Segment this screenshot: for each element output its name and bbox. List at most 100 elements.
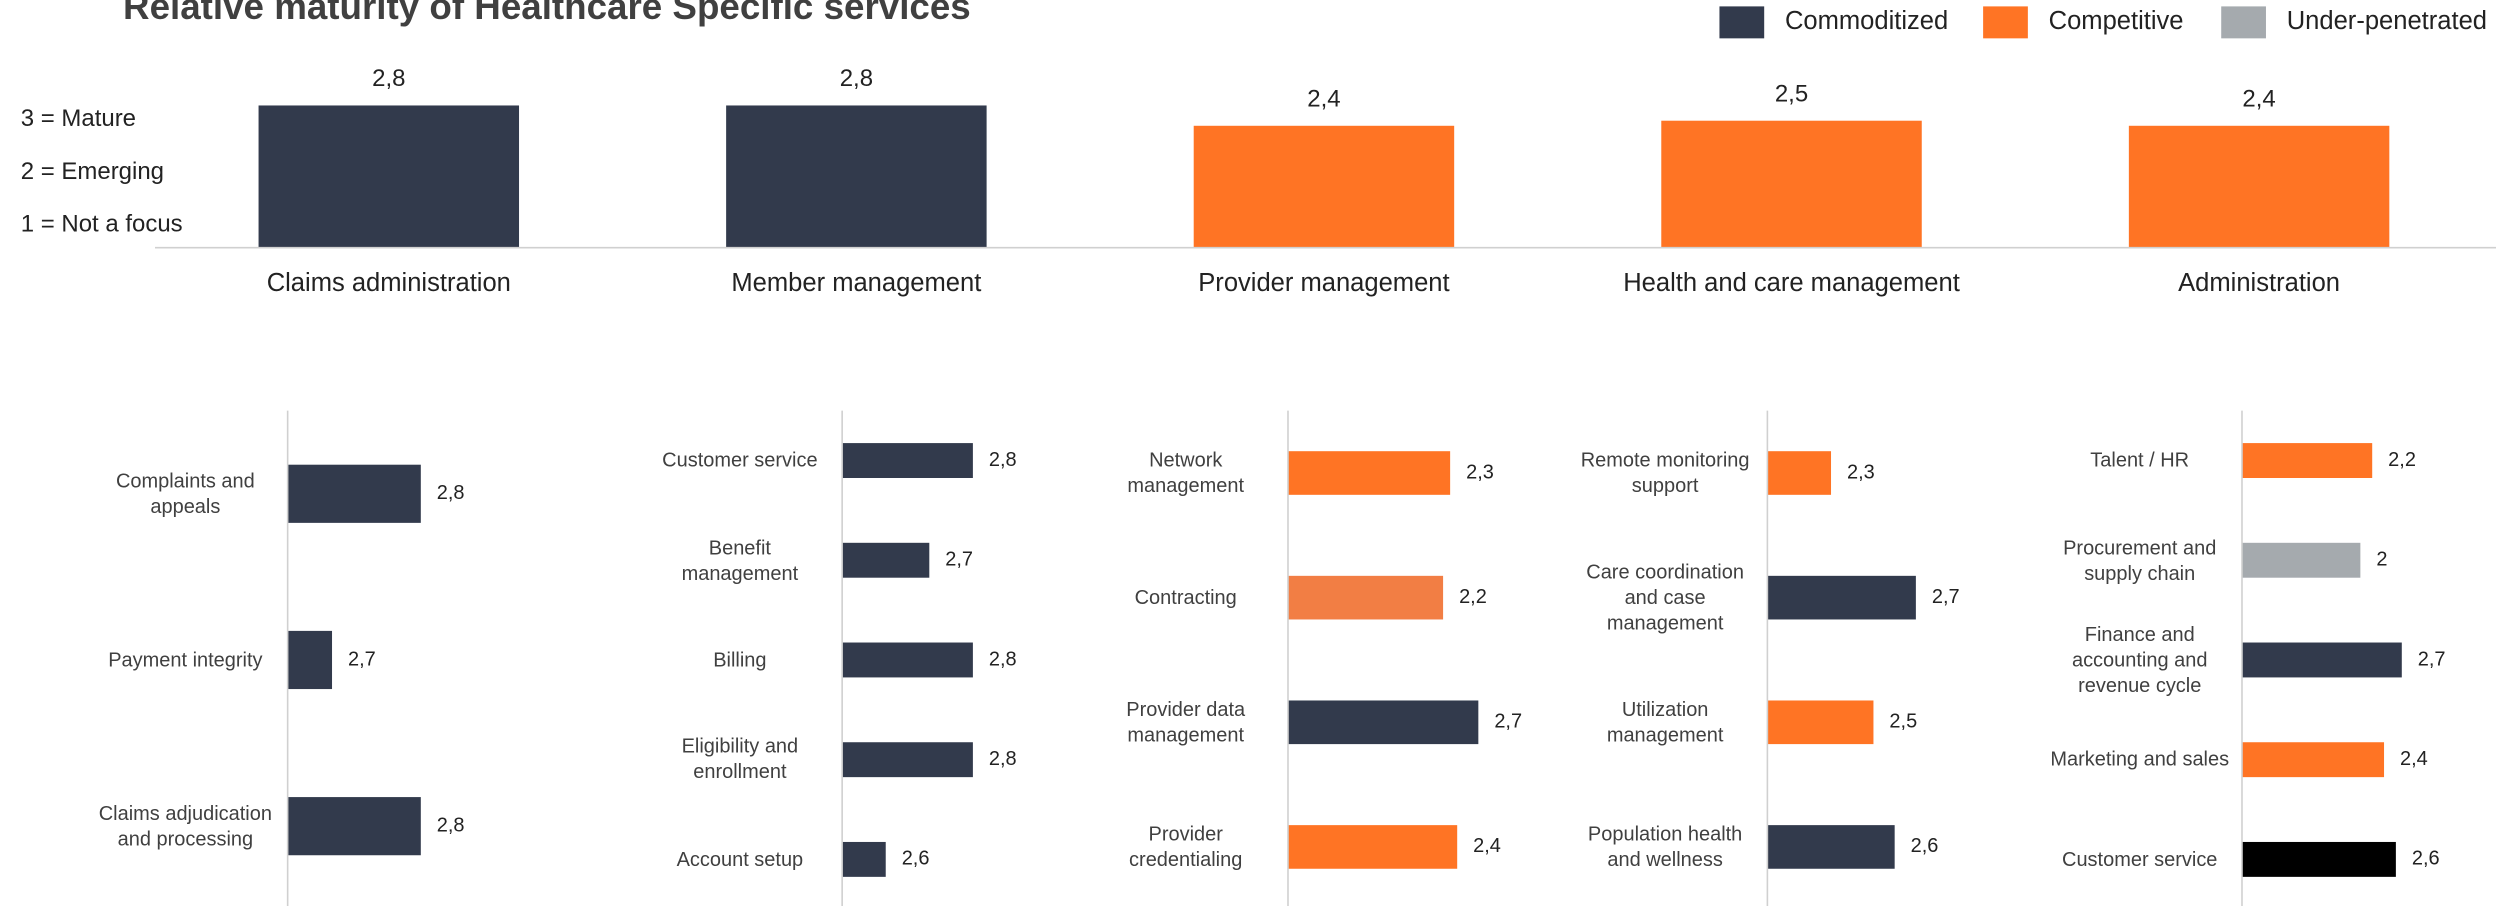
category-label: Account setup bbox=[676, 848, 804, 871]
category-label: Provider credentialing bbox=[1129, 822, 1243, 871]
category-label: Provider data management bbox=[1126, 698, 1246, 747]
bar bbox=[1767, 451, 1832, 495]
category-label: Billing bbox=[713, 648, 767, 672]
category-label: Customer service bbox=[2062, 848, 2218, 871]
x-tick-label: Provider management bbox=[1198, 269, 1449, 297]
category-label: Procurement and supply chain bbox=[2063, 536, 2217, 585]
bar bbox=[2241, 642, 2402, 678]
category-label-box: Account setup bbox=[676, 848, 804, 871]
value-label: 2,2 bbox=[2388, 449, 2416, 471]
value-label: 2,4 bbox=[1473, 835, 1501, 857]
chart-area: Relative maturity of Healthcare Specific… bbox=[21, 0, 2496, 906]
category-label-box: Procurement and supply chain bbox=[2063, 536, 2217, 585]
category-label: Claims adjudication and processing bbox=[98, 802, 272, 851]
legend-label: Competitive bbox=[2049, 7, 2184, 35]
bar bbox=[842, 841, 886, 877]
bar bbox=[1193, 125, 1455, 248]
bar bbox=[842, 443, 973, 478]
x-tick-label: Administration bbox=[2178, 269, 2340, 297]
x-tick-label: Health and care management bbox=[1623, 269, 1960, 297]
value-label: 2,4 bbox=[2242, 86, 2275, 113]
annotation: 2 = Emerging bbox=[21, 158, 164, 185]
category-label: Remote monitoring support bbox=[1580, 449, 1750, 497]
value-label: 2,8 bbox=[437, 814, 465, 836]
category-label-box: Billing bbox=[713, 648, 767, 672]
bar bbox=[842, 542, 930, 578]
value-label: 2,6 bbox=[1911, 835, 1939, 857]
value-label: 2,3 bbox=[1847, 461, 1875, 483]
category-label-box: Benefit management bbox=[681, 536, 799, 585]
value-label: 2,7 bbox=[2418, 648, 2446, 670]
bar bbox=[1287, 825, 1458, 869]
category-label-box: Customer service bbox=[2062, 848, 2218, 871]
bar bbox=[1767, 825, 1895, 869]
category-label-box: Provider credentialing bbox=[1129, 822, 1243, 871]
value-label: 2,7 bbox=[945, 549, 973, 571]
bar bbox=[726, 105, 987, 248]
value-label: 2,4 bbox=[2400, 748, 2428, 770]
bar bbox=[842, 642, 973, 678]
bar bbox=[2241, 742, 2385, 778]
category-label-box: Talent / HR bbox=[2090, 449, 2189, 471]
value-label: 2,7 bbox=[348, 648, 376, 670]
annotation: 1 = Not a focus bbox=[21, 211, 183, 238]
category-label: Utilization management bbox=[1606, 698, 1724, 747]
legend-label: Commoditized bbox=[1785, 7, 1948, 35]
bar bbox=[2128, 125, 2390, 248]
bar bbox=[2241, 542, 2361, 578]
bar bbox=[287, 630, 333, 690]
category-label: Complaints and appeals bbox=[115, 469, 255, 518]
category-label: Population health and wellness bbox=[1587, 822, 1743, 871]
category-label-box: Complaints and appeals bbox=[115, 469, 255, 518]
legend-label: Under-penetrated bbox=[2287, 7, 2487, 35]
value-label: 2,5 bbox=[1775, 80, 1808, 107]
value-label: 2,8 bbox=[840, 65, 873, 92]
value-label: 2,6 bbox=[2412, 848, 2440, 870]
bar bbox=[842, 742, 973, 778]
category-label: Contracting bbox=[1134, 586, 1237, 609]
value-label: 2,8 bbox=[989, 748, 1017, 770]
category-label-box: Claims adjudication and processing bbox=[98, 802, 272, 851]
bar bbox=[1287, 451, 1451, 495]
value-label: 2,7 bbox=[1494, 711, 1522, 733]
bar bbox=[1287, 575, 1444, 620]
value-label: 2 bbox=[2376, 549, 2387, 571]
x-tick-label: Member management bbox=[731, 269, 981, 297]
category-label-box: Care coordination and case management bbox=[1586, 560, 1744, 635]
value-label: 2,3 bbox=[1466, 461, 1494, 483]
category-label-box: Payment integrity bbox=[108, 648, 263, 672]
value-label: 2,5 bbox=[1889, 711, 1917, 733]
category-label-box: Customer service bbox=[662, 449, 817, 471]
category-label-box: Contracting bbox=[1134, 586, 1237, 609]
category-label: Payment integrity bbox=[108, 648, 263, 672]
value-label: 2,8 bbox=[437, 482, 465, 504]
bar bbox=[258, 105, 520, 248]
value-label: 2,2 bbox=[1459, 586, 1487, 608]
category-label-box: Marketing and sales bbox=[2050, 748, 2229, 770]
legend-swatch bbox=[2221, 6, 2266, 39]
x-tick-label: Claims administration bbox=[267, 269, 511, 297]
bar bbox=[2241, 443, 2373, 478]
legend-swatch bbox=[1719, 6, 1765, 39]
value-label: 2,8 bbox=[989, 648, 1017, 670]
bar bbox=[287, 797, 421, 856]
value-label: 2,8 bbox=[372, 65, 405, 92]
category-label-box: Provider data management bbox=[1126, 698, 1246, 747]
category-label-box: Utilization management bbox=[1606, 698, 1724, 747]
value-label: 2,7 bbox=[1932, 586, 1960, 608]
bar bbox=[287, 464, 421, 523]
legend-swatch bbox=[1983, 6, 2028, 39]
category-label-box: Network management bbox=[1127, 449, 1244, 497]
category-label: Finance and accounting and revenue cycle bbox=[2071, 623, 2208, 697]
bar bbox=[2241, 841, 2396, 877]
chart-title: Relative maturity of Healthcare Specific… bbox=[123, 0, 971, 27]
annotation: 3 = Mature bbox=[21, 105, 136, 132]
category-label: Care coordination and case management bbox=[1586, 560, 1744, 635]
category-label-box: Eligibility and enrollment bbox=[682, 736, 799, 784]
category-label-box: Population health and wellness bbox=[1587, 822, 1743, 871]
bar bbox=[1767, 700, 1874, 745]
category-label-box: Finance and accounting and revenue cycle bbox=[2071, 623, 2208, 697]
category-label: Benefit management bbox=[681, 536, 799, 585]
